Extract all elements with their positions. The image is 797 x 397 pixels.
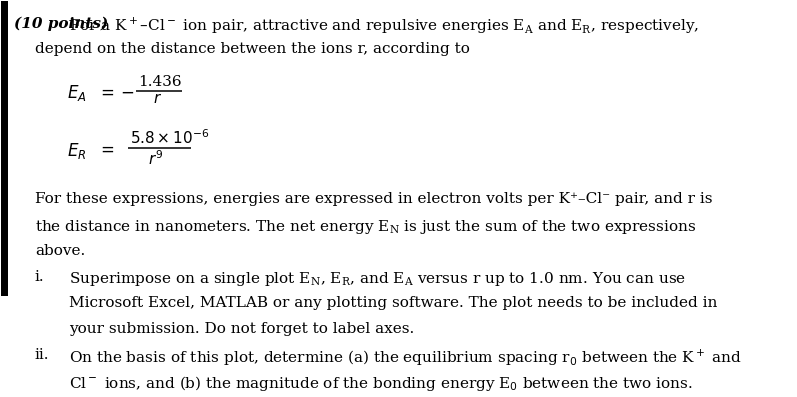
Text: On the basis of this plot, determine (a) the equilibrium spacing r$_0$ between t: On the basis of this plot, determine (a)… [69, 348, 742, 368]
Text: $= -$: $= -$ [97, 83, 135, 100]
Text: the distance in nanometers. The net energy E$_\mathregular{N}$ is just the sum o: the distance in nanometers. The net ener… [35, 218, 696, 236]
Text: Cl$^-$ ions, and (b) the magnitude of the bonding energy E$_0$ between the two i: Cl$^-$ ions, and (b) the magnitude of th… [69, 374, 693, 393]
Text: For a K$^+$–Cl$^-$ ion pair, attractive and repulsive energies E$_\mathregular{A: For a K$^+$–Cl$^-$ ion pair, attractive … [69, 16, 699, 37]
Text: $r^9$: $r^9$ [148, 150, 163, 168]
Text: i.: i. [35, 270, 45, 284]
Text: Microsoft Excel, MATLAB or any plotting software. The plot needs to be included : Microsoft Excel, MATLAB or any plotting … [69, 296, 717, 310]
Text: $=$: $=$ [97, 141, 115, 158]
Text: $5.8\times10^{-6}$: $5.8\times10^{-6}$ [130, 128, 209, 146]
Text: your submission. Do not forget to label axes.: your submission. Do not forget to label … [69, 322, 414, 336]
Text: (10 points): (10 points) [14, 16, 108, 31]
Text: $E_A$: $E_A$ [67, 83, 87, 103]
Text: ii.: ii. [35, 348, 49, 362]
Bar [1, 1, 8, 296]
Text: $r$: $r$ [153, 92, 163, 106]
Text: depend on the distance between the ions r, according to: depend on the distance between the ions … [35, 42, 469, 56]
Text: For these expressions, energies are expressed in electron volts per K⁺–Cl⁻ pair,: For these expressions, energies are expr… [35, 192, 713, 206]
Text: Superimpose on a single plot E$_\mathregular{N}$, E$_\mathregular{R}$, and E$_\m: Superimpose on a single plot E$_\mathreg… [69, 270, 685, 288]
Text: above.: above. [35, 244, 85, 258]
Text: 1.436: 1.436 [139, 75, 182, 89]
Text: $E_R$: $E_R$ [67, 141, 87, 161]
